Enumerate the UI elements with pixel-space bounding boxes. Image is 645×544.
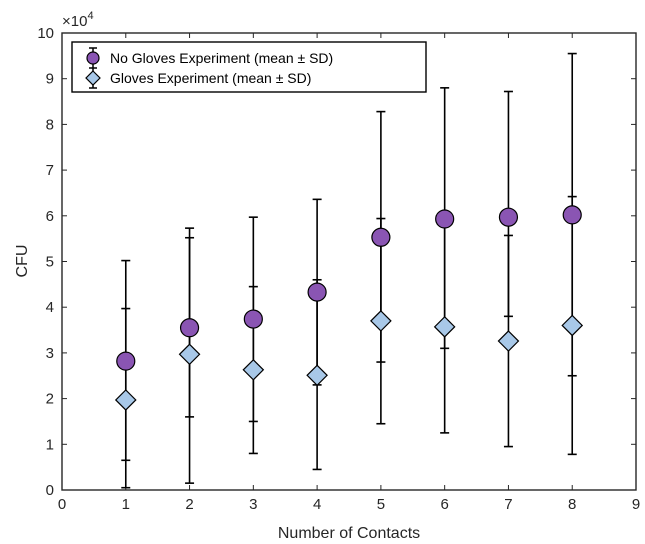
legend-label-no-gloves: No Gloves Experiment (mean ± SD) bbox=[110, 50, 333, 66]
y-exponent-power: 4 bbox=[87, 10, 93, 22]
data-point-gloves bbox=[497, 330, 520, 352]
x-tick-label: 7 bbox=[504, 496, 512, 513]
y-tick-label: 4 bbox=[46, 299, 54, 316]
legend-marker-circle bbox=[86, 51, 100, 65]
data-point-gloves bbox=[242, 358, 265, 381]
data-point-no-gloves bbox=[307, 282, 327, 302]
data-point-gloves bbox=[370, 310, 392, 332]
data-point-no-gloves bbox=[371, 227, 391, 247]
y-tick-label: 9 bbox=[46, 71, 54, 88]
legend-label-gloves: Gloves Experiment (mean ± SD) bbox=[110, 70, 311, 86]
data-point-gloves bbox=[178, 343, 201, 366]
x-tick-label: 1 bbox=[122, 496, 130, 513]
data-point-no-gloves bbox=[116, 351, 136, 371]
y-tick-label: 7 bbox=[46, 162, 54, 179]
x-axis-label: Number of Contacts bbox=[278, 525, 420, 542]
plot-area bbox=[62, 33, 636, 490]
legend: No Gloves Experiment (mean ± SD) Gloves … bbox=[71, 41, 427, 93]
plot-frame bbox=[61, 32, 637, 491]
x-tick-label: 8 bbox=[568, 496, 576, 513]
y-tick-label: 3 bbox=[46, 345, 54, 362]
x-tick-label: 5 bbox=[377, 496, 385, 513]
y-tick-label: 0 bbox=[46, 482, 54, 499]
legend-item-no-gloves: No Gloves Experiment (mean ± SD) bbox=[86, 47, 333, 69]
y-exponent-label: ×104 bbox=[62, 10, 94, 30]
data-point-gloves bbox=[433, 316, 456, 338]
x-tick-label: 6 bbox=[440, 496, 448, 513]
y-tick-label: 2 bbox=[46, 391, 54, 408]
legend-box bbox=[71, 41, 427, 93]
legend-item-gloves: Gloves Experiment (mean ± SD) bbox=[85, 68, 311, 89]
y-tick-label: 8 bbox=[46, 116, 54, 133]
x-tick-label: 0 bbox=[58, 496, 66, 513]
data-point-gloves bbox=[306, 364, 328, 387]
data-point-no-gloves bbox=[243, 309, 263, 329]
y-tick-label: 10 bbox=[37, 25, 54, 42]
y-axis-label: CFU bbox=[14, 245, 31, 278]
x-tick-label: 3 bbox=[249, 496, 257, 513]
data-point-gloves bbox=[114, 389, 137, 411]
x-tick-label: 9 bbox=[632, 496, 640, 513]
data-point-no-gloves bbox=[179, 318, 200, 338]
y-tick-label: 6 bbox=[46, 208, 54, 225]
legend-marker-diamond bbox=[85, 70, 101, 86]
y-tick-label: 1 bbox=[46, 436, 54, 453]
x-tick-label: 2 bbox=[185, 496, 193, 513]
data-point-no-gloves bbox=[562, 205, 582, 225]
y-tick-label: 5 bbox=[46, 254, 54, 271]
data-point-no-gloves bbox=[435, 209, 455, 229]
data-point-gloves bbox=[561, 314, 584, 337]
data-point-no-gloves bbox=[498, 207, 519, 227]
x-tick-label: 4 bbox=[313, 496, 321, 513]
